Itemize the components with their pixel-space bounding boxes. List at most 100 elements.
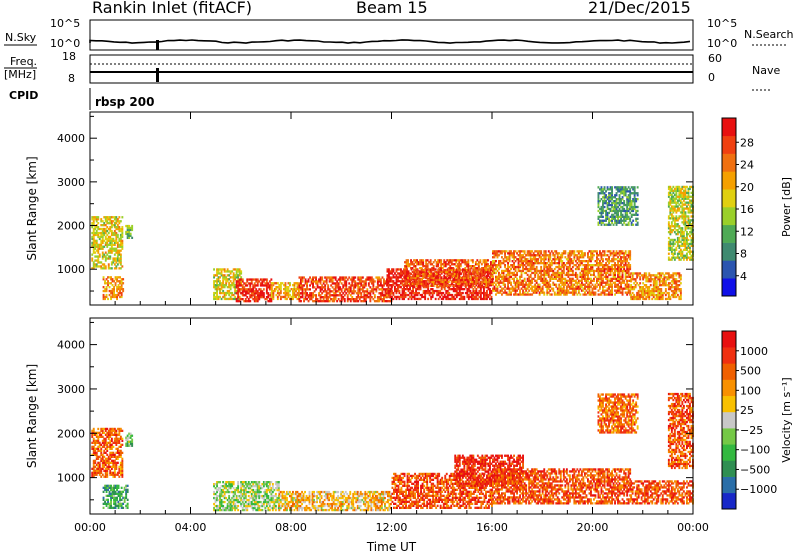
range-cell [220, 284, 223, 287]
range-cell [588, 267, 591, 271]
range-cell [673, 207, 676, 210]
range-cell [284, 288, 287, 291]
range-cell [486, 293, 488, 297]
range-cell [270, 282, 273, 285]
range-cell [669, 197, 672, 200]
range-cell [422, 280, 425, 283]
range-cell [639, 276, 642, 279]
range-cell [349, 278, 352, 281]
range-cell [590, 267, 592, 271]
range-cell [626, 207, 629, 211]
range-cell [355, 292, 358, 295]
range-cell [525, 265, 528, 269]
range-cell [410, 297, 413, 301]
range-cell [501, 275, 503, 278]
range-cell [630, 272, 633, 275]
range-cell [630, 223, 633, 226]
range-cell [498, 260, 500, 263]
range-cell [609, 219, 612, 222]
range-cell [298, 295, 300, 299]
range-cell [355, 284, 358, 287]
range-cell [582, 260, 585, 263]
range-cell [267, 284, 270, 287]
range-cell [357, 290, 360, 293]
range-cell [389, 276, 391, 279]
range-cell [325, 292, 328, 295]
range-cell [609, 281, 612, 284]
range-cell [466, 284, 469, 287]
range-cell [103, 229, 106, 233]
range-cell [103, 245, 106, 248]
range-cell [94, 241, 97, 244]
range-cell [229, 295, 232, 299]
range-cell [529, 258, 532, 261]
range-cell [558, 271, 561, 275]
range-cell [487, 280, 489, 284]
range-cell [101, 239, 104, 242]
range-cell [444, 270, 447, 274]
range-cell [250, 280, 253, 283]
range-cell [679, 258, 682, 261]
range-cell [651, 291, 654, 295]
range-cell [645, 276, 648, 279]
range-cell [300, 278, 302, 281]
range-cell [454, 297, 457, 301]
range-cell [630, 205, 633, 209]
range-cell [213, 276, 215, 279]
range-cell [550, 275, 553, 278]
range-cell [458, 269, 461, 272]
range-cell [667, 201, 670, 204]
range-cell [348, 288, 351, 291]
range-cell [556, 265, 559, 269]
range-cell [540, 250, 543, 253]
range-cell [624, 186, 627, 189]
range-cell [325, 290, 328, 293]
range-cell [629, 265, 632, 269]
range-cell [670, 205, 673, 208]
range-cell [508, 256, 511, 259]
range-cell [125, 230, 128, 234]
range-cell [654, 288, 657, 291]
range-cell [623, 269, 626, 273]
range-cell [386, 288, 389, 291]
range-cell [246, 280, 249, 283]
range-cell [626, 267, 629, 271]
range-cell [499, 260, 502, 263]
range-cell [401, 295, 404, 299]
range-cell [426, 263, 429, 266]
range-cell [678, 215, 681, 218]
range-cell [523, 285, 526, 288]
range-cell [223, 270, 226, 273]
range-cell [452, 270, 455, 274]
range-cell [549, 289, 552, 292]
range-cell [649, 274, 652, 277]
range-cell [602, 254, 604, 257]
range-cell [568, 273, 571, 277]
range-cell [678, 288, 681, 291]
range-cell [511, 256, 514, 259]
range-cell [264, 284, 267, 287]
range-cell [392, 282, 395, 285]
range-cell [508, 291, 511, 294]
range-cell [101, 251, 104, 254]
range-cell [358, 280, 361, 283]
range-cell [413, 259, 415, 262]
range-cell [568, 281, 571, 284]
range-cell [612, 205, 615, 209]
range-cell [456, 263, 459, 266]
range-cell [620, 277, 622, 280]
echo-region [270, 282, 300, 301]
range-cell [606, 269, 609, 273]
range-cell [92, 233, 95, 237]
range-cell [615, 252, 618, 255]
range-cell [614, 252, 616, 255]
range-cell [624, 219, 627, 222]
range-cell [408, 282, 411, 285]
range-cell [538, 250, 541, 253]
range-cell [120, 278, 123, 281]
range-cell [97, 247, 100, 250]
range-cell [642, 291, 645, 295]
range-cell [591, 289, 594, 292]
range-cell [223, 278, 226, 281]
range-cell [416, 280, 418, 284]
